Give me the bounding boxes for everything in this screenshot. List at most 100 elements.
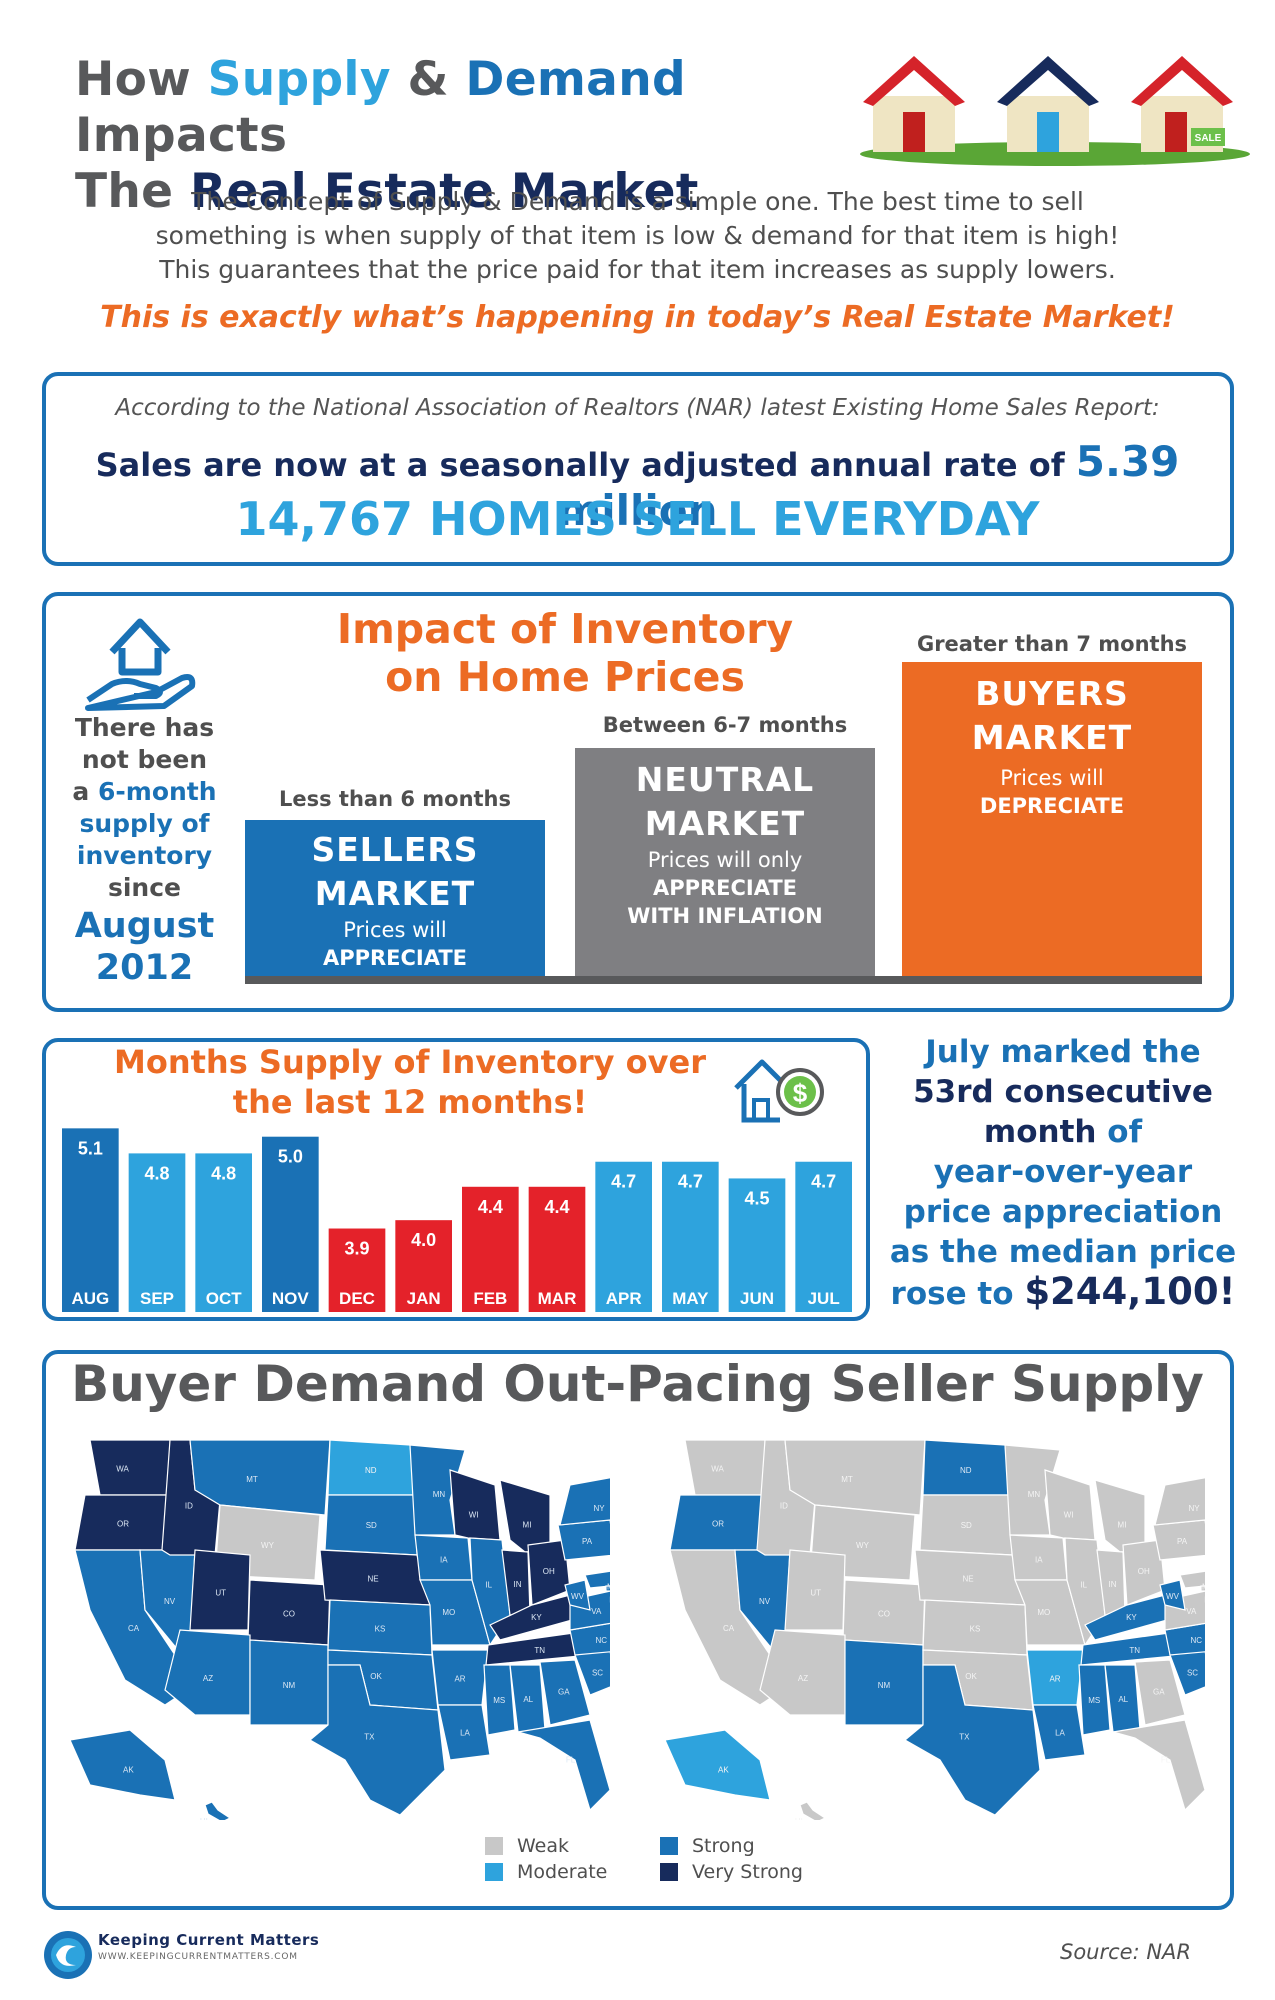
bar-value-label: 4.8 — [144, 1163, 169, 1183]
state-label: GA — [558, 1688, 570, 1697]
buyers-range-label: Greater than 7 months — [916, 632, 1188, 656]
state-label: MT — [246, 1475, 258, 1484]
state-label: UT — [810, 1588, 821, 1597]
bar-value-label: 3.9 — [344, 1239, 369, 1259]
state-label: MN — [1028, 1490, 1041, 1499]
bar-category-label: DEC — [339, 1289, 375, 1308]
state-label: MD — [1202, 1583, 1205, 1592]
bar-aug — [62, 1128, 119, 1312]
state-ny — [1154, 1477, 1205, 1526]
legend-label: Moderate — [517, 1861, 608, 1883]
state-label: OH — [1138, 1567, 1150, 1576]
legend-swatch — [660, 1863, 678, 1881]
state-label: CO — [878, 1610, 890, 1619]
state-label: AK — [718, 1765, 729, 1774]
state-label: LA — [460, 1728, 470, 1737]
houses-illustration: SALE — [860, 56, 1250, 166]
no-supply-line: a 6-month — [52, 776, 237, 808]
sale-sign: SALE — [1195, 133, 1222, 144]
state-label: NC — [595, 1636, 607, 1645]
state-label: NE — [367, 1575, 378, 1584]
sales-value: 5.39 million — [557, 437, 1180, 535]
state-label: CA — [128, 1624, 140, 1633]
buyers-effect: DEPRECIATE — [979, 794, 1125, 818]
state-ms — [483, 1664, 516, 1736]
state-label: AZ — [798, 1674, 808, 1683]
state-label: KS — [375, 1625, 386, 1634]
state-label: DC — [609, 1596, 610, 1605]
bar-jan — [395, 1220, 452, 1312]
state-label: NY — [1188, 1504, 1200, 1513]
legend-label: Weak — [517, 1835, 570, 1857]
seller-supply-map: WA OR CA NV ID MT WY UT CO AZ NM ND SD NE KS OK TX MN IA MO… — [665, 1440, 1205, 1820]
state-label: OR — [117, 1520, 129, 1529]
state-label: IL — [1080, 1581, 1087, 1590]
state-mn — [409, 1444, 466, 1536]
state-label: CO — [283, 1610, 295, 1619]
bar-value-label: 4.7 — [678, 1172, 703, 1192]
state-label: ND — [365, 1466, 377, 1475]
state-label: HI — [795, 1817, 803, 1820]
since-month: August — [74, 906, 215, 946]
legend-item: Strong — [660, 1834, 755, 1858]
state-label: NM — [283, 1681, 296, 1690]
bar-value-label: 4.7 — [811, 1172, 836, 1192]
bar-value-label: 4.0 — [411, 1230, 436, 1250]
buyers-name: BUYERS — [975, 674, 1129, 713]
state-label: TX — [364, 1733, 375, 1742]
state-label: AZ — [203, 1674, 213, 1683]
state-fl — [517, 1719, 610, 1812]
july-word: month — [983, 1114, 1097, 1150]
state-label: MS — [1088, 1696, 1100, 1705]
impact-title-line: on Home Prices — [385, 653, 745, 701]
state-mo — [419, 1579, 491, 1646]
state-label: NC — [1190, 1636, 1202, 1645]
neutral-market-bar: NEUTRAL MARKET Prices will only APPRECIA… — [575, 748, 875, 978]
chart-title: Months Supply of Inventory over the last… — [60, 1042, 760, 1122]
legend-label: Very Strong — [692, 1861, 803, 1883]
legend-item: Moderate — [485, 1860, 607, 1884]
state-label: ND — [960, 1466, 972, 1475]
bar-category-label: OCT — [206, 1289, 243, 1308]
state-label: MT — [841, 1475, 853, 1484]
legend-swatch — [485, 1837, 503, 1855]
state-label: ID — [185, 1501, 193, 1510]
state-label: VA — [591, 1607, 602, 1616]
legend-label: Strong — [692, 1835, 755, 1857]
state-nc — [1164, 1622, 1205, 1656]
bar-value-label: 4.8 — [211, 1163, 236, 1183]
state-label: PA — [582, 1537, 593, 1546]
neutral-range-label: Between 6-7 months — [602, 713, 848, 737]
state-label: AL — [1118, 1695, 1128, 1704]
title-amp: & — [407, 52, 449, 107]
state-wv — [564, 1579, 591, 1611]
state-label: OK — [965, 1672, 977, 1681]
state-label: AL — [523, 1695, 533, 1704]
title-market: Real Estate Market — [189, 164, 699, 219]
state-label: SC — [592, 1668, 603, 1677]
bar-category-label: AUG — [71, 1289, 109, 1308]
no-supply-line: inventory — [76, 841, 213, 870]
no-supply-word: a — [72, 777, 90, 806]
state-label: AR — [1049, 1675, 1060, 1684]
state-label: MO — [1037, 1608, 1050, 1617]
buyers-market-bar: BUYERS MARKET Prices will DEPRECIATE — [902, 662, 1202, 978]
state-ny — [559, 1477, 610, 1526]
nar-intro: According to the National Association of… — [115, 395, 1160, 421]
state-label: WA — [116, 1465, 129, 1474]
bar-category-label: JAN — [407, 1289, 441, 1308]
state-label: IN — [514, 1580, 522, 1589]
state-label: SD — [961, 1521, 972, 1530]
chart-title-line: Months Supply of Inventory over — [114, 1043, 706, 1081]
july-word: rose to — [890, 1276, 1014, 1312]
state-label: ID — [780, 1501, 788, 1510]
state-dc — [605, 1585, 610, 1592]
bar-category-label: APR — [606, 1289, 642, 1308]
state-la — [1032, 1704, 1086, 1761]
intro-line: The Concept of Supply & Demand is a simp… — [191, 187, 1084, 216]
title-demand: Demand — [465, 52, 686, 107]
state-az — [164, 1629, 251, 1716]
state-mi — [1094, 1479, 1146, 1553]
state-wv — [1159, 1579, 1186, 1611]
state-label: WI — [469, 1511, 479, 1520]
